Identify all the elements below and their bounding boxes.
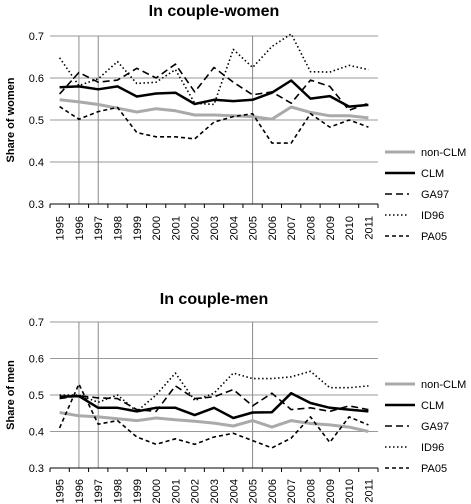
- series-line-clm: [59, 391, 369, 420]
- x-tick-label: 1996: [74, 479, 86, 503]
- x-tick-label: 2009: [325, 216, 337, 240]
- x-tick-label: 1996: [74, 216, 86, 240]
- y-tick-label: 0.4: [29, 427, 44, 439]
- x-tick-label: 2010: [344, 216, 356, 240]
- y-tick-label: 0.3: [29, 463, 44, 475]
- x-tick-label: 2007: [286, 216, 298, 240]
- x-tick-label: 1999: [132, 479, 144, 503]
- y-axis-label: Share of men: [5, 360, 17, 430]
- series-line-id96: [58, 33, 369, 106]
- x-tick-label: 2003: [209, 216, 221, 240]
- series-line-non-clm: [59, 98, 369, 121]
- x-tick-label: 2010: [344, 479, 356, 503]
- x-tick-label: 2005: [248, 479, 260, 503]
- chart-panel-2: In couple-men Share of men 0.3 0.4 0.5 0.6 0.7…: [5, 291, 466, 503]
- chart-panel-1: In couple-women Share of women 0.3 0.4 0.5 0.…: [5, 3, 466, 243]
- legend-label: PA05: [421, 231, 447, 243]
- x-tick-label: 1995: [55, 479, 67, 503]
- y-tick-label: 0.7: [29, 317, 44, 329]
- x-tick-label: 2011: [363, 479, 375, 503]
- x-tick-label: 1998: [113, 479, 125, 503]
- y-axis-label: Share of women: [5, 77, 17, 162]
- legend-label: PA05: [421, 463, 447, 475]
- x-tick-label: 2002: [190, 479, 202, 503]
- x-tick-label: 2004: [228, 216, 240, 240]
- x-tick-label: 2001: [170, 216, 182, 240]
- y-tick-label: 0.3: [29, 199, 44, 211]
- legend-label: ID96: [421, 442, 444, 454]
- x-tick-label: 2000: [151, 216, 163, 240]
- chart-title: In couple-men: [160, 291, 268, 308]
- x-tick-label: 1998: [113, 216, 125, 240]
- series-line-clm: [59, 79, 369, 108]
- x-tick-label: 1999: [132, 216, 144, 240]
- x-tick-label: 2005: [248, 216, 260, 240]
- legend-label: non-CLM: [421, 379, 466, 391]
- legend-label: non-CLM: [421, 147, 466, 159]
- series-line-pa05: [59, 105, 369, 144]
- series-line-pa05: [58, 383, 369, 449]
- series-line-non-clm: [59, 411, 369, 433]
- y-tick-label: 0.4: [29, 157, 44, 169]
- legend-label: ID96: [421, 210, 444, 222]
- legend-label: CLM: [421, 400, 444, 412]
- x-tick-label: 2008: [305, 216, 317, 240]
- x-tick-label: 2004: [228, 479, 240, 503]
- x-tick-label: 2002: [190, 216, 202, 240]
- y-tick-label: 0.5: [29, 390, 44, 402]
- y-tick-label: 0.7: [29, 31, 44, 43]
- chart-title: In couple-women: [149, 3, 280, 20]
- x-tick-label: 2007: [286, 479, 298, 503]
- x-tick-label: 2011: [363, 216, 375, 240]
- x-tick-label: 1995: [55, 216, 67, 240]
- series-line-ga97: [59, 63, 369, 112]
- legend-label: CLM: [421, 168, 444, 180]
- x-tick-label: 2006: [267, 216, 279, 240]
- x-tick-label: 2008: [305, 479, 317, 503]
- legend-label: GA97: [421, 421, 449, 433]
- y-tick-label: 0.5: [29, 115, 44, 127]
- x-tick-label: 2009: [325, 479, 337, 503]
- x-tick-label: 2006: [267, 479, 279, 503]
- y-tick-label: 0.6: [29, 73, 44, 85]
- x-tick-label: 2001: [170, 479, 182, 503]
- x-tick-label: 2000: [151, 479, 163, 503]
- x-tick-label: 2003: [209, 479, 221, 503]
- x-tick-label: 1997: [93, 479, 105, 503]
- x-tick-label: 1997: [93, 216, 105, 240]
- y-tick-label: 0.6: [29, 354, 44, 366]
- legend-label: GA97: [421, 189, 449, 201]
